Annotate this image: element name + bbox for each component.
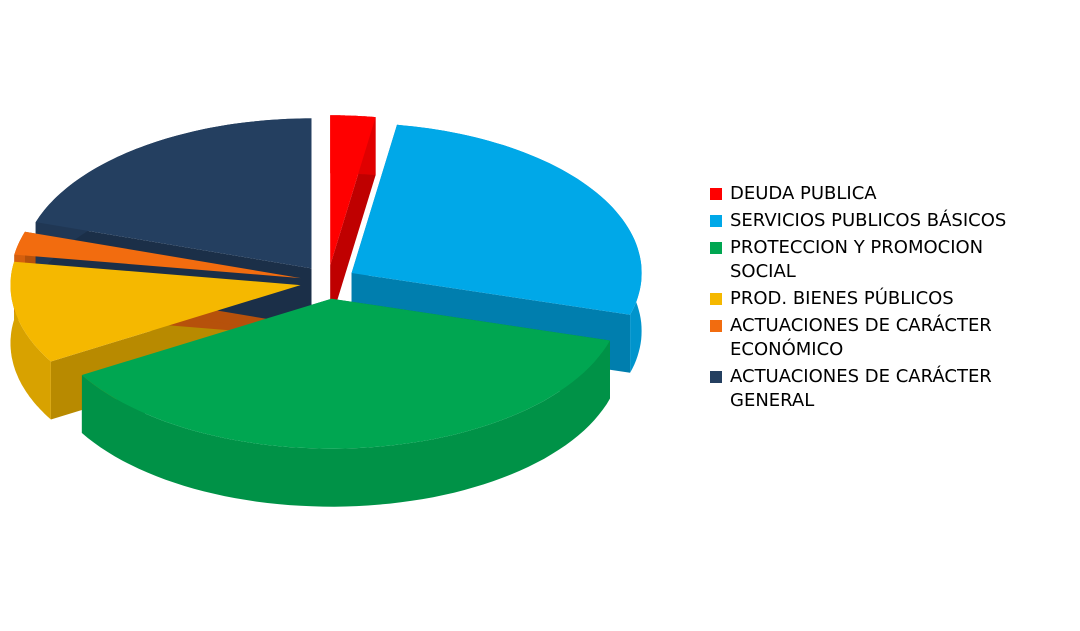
pie-slice [81, 298, 610, 449]
pie-slice [351, 124, 642, 315]
legend-item: PROD. BIENES PÚBLICOS [710, 287, 1045, 311]
slice-wall [81, 340, 610, 507]
chart [10, 115, 642, 507]
legend-swatch [710, 215, 722, 227]
legend-label: ACTUACIONES DE CARÁCTER ECONÓMICO [730, 315, 992, 360]
pie-slice [330, 115, 376, 266]
slice-wall [10, 261, 51, 420]
legend-item: DEUDA PUBLICA [710, 182, 1045, 206]
legend-label: PROD. BIENES PÚBLICOS [730, 288, 954, 309]
legend-label: PROTECCION Y PROMOCION SOCIAL [730, 237, 984, 282]
legend-item: ACTUACIONES DE CARÁCTER GENERAL [710, 365, 1045, 413]
legend-label: DEUDA PUBLICA [730, 183, 877, 204]
pie-slice [10, 261, 301, 362]
legend-label: SERVICIOS PUBLICOS BÁSICOS [730, 210, 1007, 231]
legend-swatch [710, 242, 722, 254]
legend-swatch [710, 188, 722, 200]
legend-swatch [710, 371, 722, 383]
legend-swatch [710, 293, 722, 305]
legend-item: SERVICIOS PUBLICOS BÁSICOS [710, 209, 1045, 233]
pie-slice [14, 231, 301, 279]
pie-slice [35, 118, 312, 269]
legend-item: PROTECCION Y PROMOCION SOCIAL [710, 236, 1045, 284]
legend-label: ACTUACIONES DE CARÁCTER GENERAL [730, 366, 992, 411]
legend-item: ACTUACIONES DE CARÁCTER ECONÓMICO [710, 314, 1045, 362]
legend-swatch [710, 320, 722, 332]
legend: DEUDA PUBLICA SERVICIOS PUBLICOS BÁSICOS P… [710, 182, 1045, 416]
